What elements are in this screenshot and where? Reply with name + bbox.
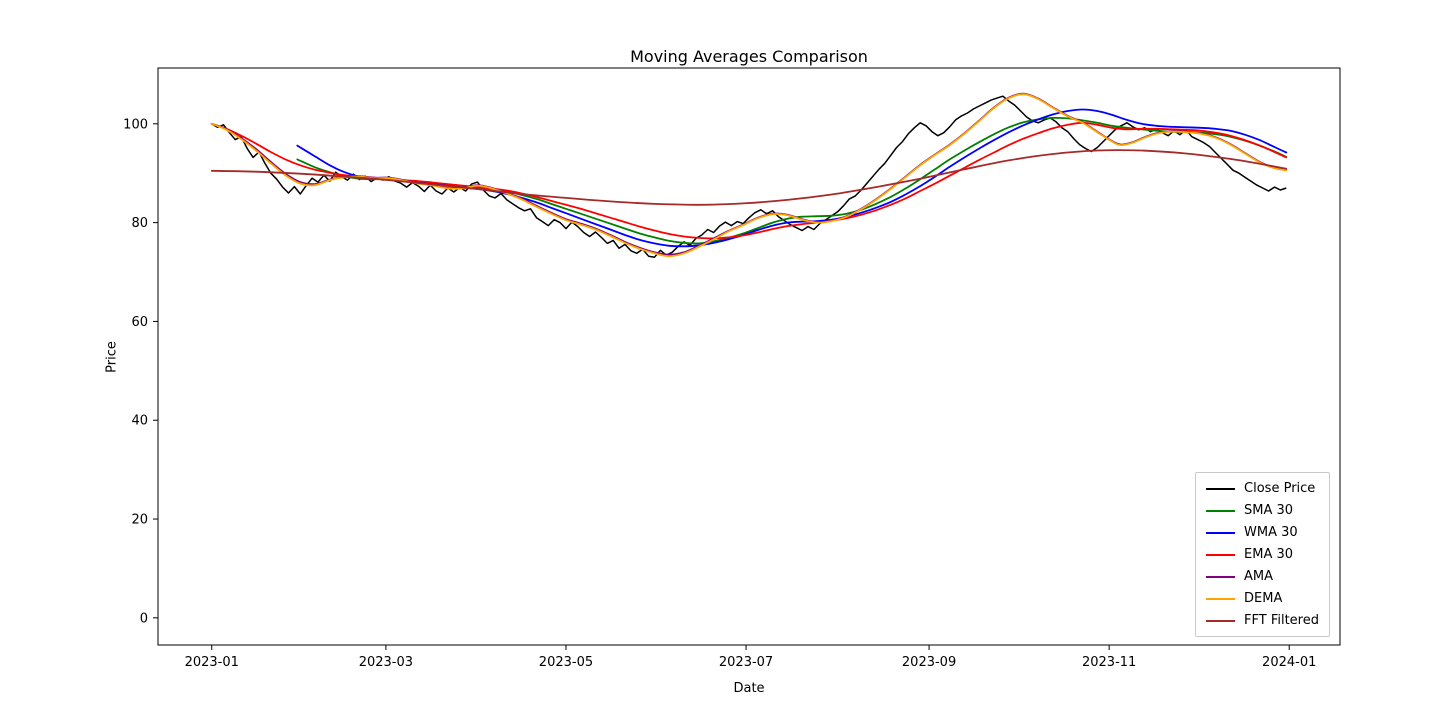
plot-border xyxy=(157,67,1341,646)
x-tick-label: 2023-07 xyxy=(719,655,773,670)
x-tick-label: 2023-11 xyxy=(1082,655,1136,670)
chart-title: Moving Averages Comparison xyxy=(630,47,868,66)
legend-item-dema: DEMA xyxy=(1206,590,1319,607)
legend-label: FFT Filtered xyxy=(1244,613,1319,628)
x-tick-label: 2024-01 xyxy=(1262,655,1316,670)
chart-legend: Close Price SMA 30 WMA 30 EMA 30 AMA DEMA FFT … xyxy=(1195,472,1330,637)
x-axis-label: Date xyxy=(733,681,765,696)
legend-label: AMA xyxy=(1244,569,1274,584)
y-tick-label: 40 xyxy=(131,414,148,429)
legend-line-swatch xyxy=(1206,553,1236,556)
x-tick-label: 2023-01 xyxy=(185,655,239,670)
legend-item-wma-30: WMA 30 xyxy=(1206,524,1319,541)
legend-label: DEMA xyxy=(1244,591,1283,606)
legend-item-fft-filtered: FFT Filtered xyxy=(1206,612,1319,629)
x-tick-label: 2023-05 xyxy=(539,655,593,670)
legend-item-sma-30: SMA 30 xyxy=(1206,502,1319,519)
y-tick-label: 0 xyxy=(140,611,148,626)
legend-item-close-price: Close Price xyxy=(1206,480,1319,497)
y-tick-label: 80 xyxy=(131,216,148,231)
legend-label: SMA 30 xyxy=(1244,503,1294,518)
y-axis-label: Price xyxy=(104,341,120,373)
series-line-dema xyxy=(210,93,1288,258)
legend-item-ama: AMA xyxy=(1206,568,1319,585)
y-tick-label: 100 xyxy=(123,117,148,132)
legend-line-swatch xyxy=(1206,531,1236,534)
legend-line-swatch xyxy=(1206,619,1236,622)
series-line-fft-filtered xyxy=(210,149,1288,206)
legend-label: Close Price xyxy=(1244,481,1316,496)
x-tick-label: 2023-03 xyxy=(359,655,413,670)
legend-label: WMA 30 xyxy=(1244,525,1298,540)
legend-line-swatch xyxy=(1206,509,1236,512)
y-tick-label: 20 xyxy=(131,513,148,528)
legend-line-swatch xyxy=(1206,487,1236,490)
y-tick-label: 60 xyxy=(131,315,148,330)
legend-label: EMA 30 xyxy=(1244,547,1294,562)
legend-line-swatch xyxy=(1206,597,1236,600)
legend-item-ema-30: EMA 30 xyxy=(1206,546,1319,563)
x-tick-label: 2023-09 xyxy=(902,655,956,670)
legend-line-swatch xyxy=(1206,575,1236,578)
